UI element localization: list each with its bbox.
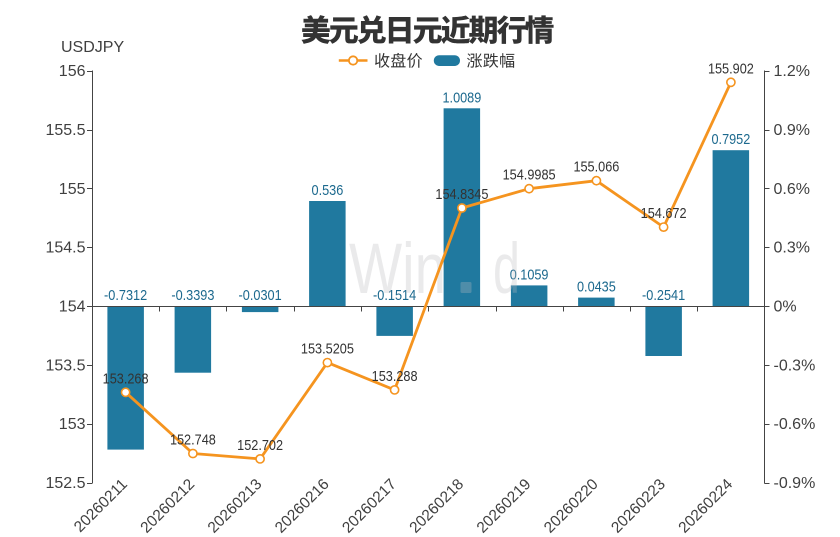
svg-text:153.5: 153.5 xyxy=(45,357,85,374)
svg-text:155.066: 155.066 xyxy=(573,160,619,176)
svg-text:153: 153 xyxy=(59,416,86,433)
svg-text:0%: 0% xyxy=(774,299,797,316)
svg-text:152.748: 152.748 xyxy=(170,433,216,449)
svg-text:153.5205: 153.5205 xyxy=(301,342,354,358)
svg-text:0.536: 0.536 xyxy=(312,183,344,199)
svg-text:155: 155 xyxy=(59,181,86,198)
svg-text:-0.3393: -0.3393 xyxy=(171,288,214,304)
svg-text:d: d xyxy=(493,230,520,309)
svg-text:155.5: 155.5 xyxy=(45,122,85,139)
svg-text:-0.3%: -0.3% xyxy=(774,357,816,374)
svg-text:153.288: 153.288 xyxy=(372,369,418,385)
svg-text:0.9%: 0.9% xyxy=(774,122,810,139)
svg-text:Win: Win xyxy=(349,230,446,309)
svg-text:0.3%: 0.3% xyxy=(774,240,810,257)
svg-text:152.5: 152.5 xyxy=(45,475,85,492)
svg-text:154.9985: 154.9985 xyxy=(503,168,556,184)
svg-text:-0.1514: -0.1514 xyxy=(373,288,416,304)
svg-text:-0.9%: -0.9% xyxy=(774,475,816,492)
svg-text:0.7952: 0.7952 xyxy=(712,132,751,148)
svg-text:1.0089: 1.0089 xyxy=(443,90,482,106)
svg-text:154: 154 xyxy=(59,299,86,316)
svg-text:0.1059: 0.1059 xyxy=(510,267,549,283)
svg-text:0.0435: 0.0435 xyxy=(577,280,616,296)
svg-text:154.5: 154.5 xyxy=(45,240,85,257)
svg-text:154.8345: 154.8345 xyxy=(435,187,488,203)
svg-text:155.902: 155.902 xyxy=(708,61,754,77)
svg-text:152.702: 152.702 xyxy=(237,438,283,454)
svg-text:153.268: 153.268 xyxy=(103,371,149,387)
svg-text:156: 156 xyxy=(59,63,86,80)
svg-text:USDJPY: USDJPY xyxy=(61,39,124,56)
svg-text:154.672: 154.672 xyxy=(641,206,687,222)
svg-text:1.2%: 1.2% xyxy=(774,63,810,80)
svg-text:-0.2541: -0.2541 xyxy=(642,288,685,304)
svg-text:-0.0301: -0.0301 xyxy=(239,288,282,304)
svg-text:0.6%: 0.6% xyxy=(774,181,810,198)
svg-text:-0.7312: -0.7312 xyxy=(104,288,147,304)
svg-text:-0.6%: -0.6% xyxy=(774,416,816,433)
